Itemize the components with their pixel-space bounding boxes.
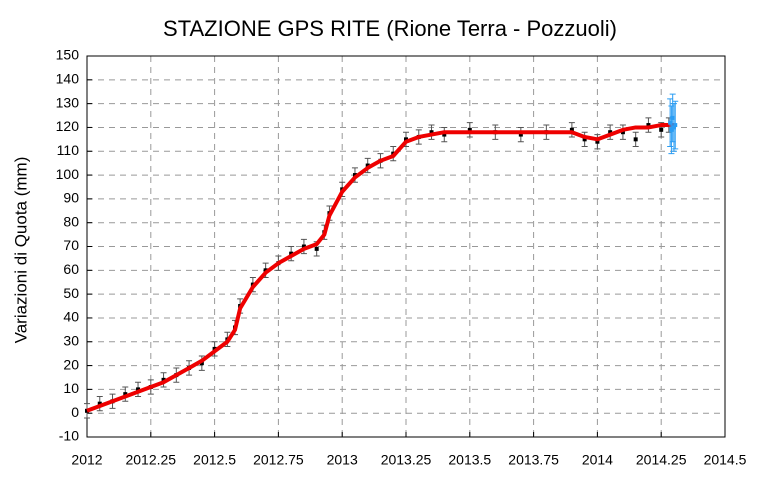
data-point (668, 120, 673, 125)
data-point (365, 163, 370, 168)
y-tick-label: 60 (63, 261, 79, 277)
y-tick-label: 0 (71, 404, 79, 420)
y-tick-label: 150 (56, 47, 80, 63)
data-point (161, 377, 166, 382)
y-tick-label: 50 (63, 285, 79, 301)
y-tick-label: -10 (59, 428, 79, 444)
trend-line (86, 123, 674, 413)
data-point (199, 361, 204, 366)
data-point (659, 127, 664, 132)
y-tick-label: 10 (63, 380, 79, 396)
data-point (467, 127, 472, 132)
y-tick-label: 90 (63, 190, 79, 206)
data-point (289, 251, 294, 256)
data-point (670, 115, 675, 120)
y-tick-label: 110 (57, 142, 80, 158)
x-tick-label: 2014 (582, 452, 613, 468)
data-point (646, 123, 651, 128)
data-point (518, 132, 523, 137)
data-point (671, 125, 676, 130)
data-point (404, 137, 408, 142)
data-point (582, 137, 587, 142)
data-point (123, 392, 128, 397)
x-tick-label: 2013.75 (508, 452, 559, 468)
data-point (673, 123, 678, 128)
plot-frame (86, 55, 726, 438)
y-tick-label: 80 (63, 213, 79, 229)
x-tick-label: 2012.25 (125, 452, 176, 468)
y-tick-label: 20 (63, 356, 79, 372)
y-tick-label: 40 (63, 309, 79, 325)
y-tick-label: 130 (56, 94, 80, 110)
data-point (442, 132, 447, 137)
y-tick-label: 120 (56, 118, 80, 134)
data-point (608, 130, 613, 135)
x-tick-label: 2014.25 (636, 452, 687, 468)
chart-title: STAZIONE GPS RITE (Rione Terra - Pozzuol… (163, 16, 617, 41)
x-tick-label: 2013.25 (381, 452, 432, 468)
y-tick-label: 140 (56, 71, 80, 87)
x-tick-label: 2012.75 (253, 452, 304, 468)
data-point (633, 137, 638, 142)
y-tick-label: 30 (63, 332, 79, 348)
data-point (314, 246, 319, 251)
data-point (595, 139, 600, 144)
x-tick-label: 2013.5 (448, 452, 491, 468)
x-tick-label: 2012.5 (193, 452, 236, 468)
data-point (97, 401, 102, 406)
data-point (301, 244, 306, 249)
data-point (669, 127, 674, 132)
x-tick-label: 2013 (327, 452, 358, 468)
x-tick-label: 2012 (71, 452, 102, 468)
y-axis-label: Variazioni di Quota (mm) (11, 157, 30, 344)
data-point (136, 387, 141, 392)
x-tick-label: 2014.5 (704, 452, 747, 468)
data-point (620, 130, 625, 135)
data-point (429, 130, 434, 135)
y-tick-label: 100 (56, 166, 80, 182)
data-point (569, 127, 574, 132)
y-tick-label: 70 (63, 237, 79, 253)
